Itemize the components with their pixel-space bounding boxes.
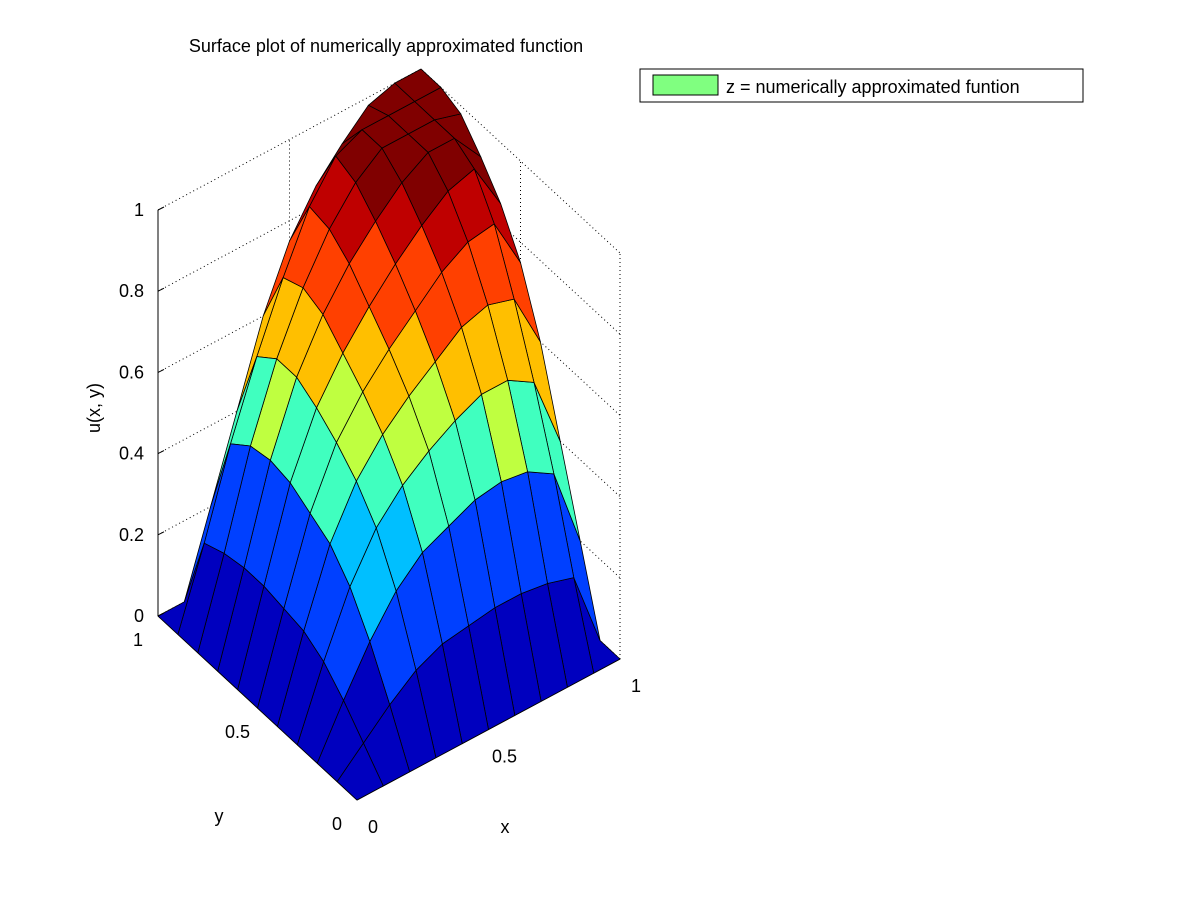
y-tick-label: 0 bbox=[332, 814, 342, 834]
z-tick-mark bbox=[157, 368, 165, 373]
z-tick-label: 0.6 bbox=[119, 362, 144, 382]
legend-entry: z = numerically approximated funtion bbox=[726, 77, 1020, 97]
z-tick-label: 0.2 bbox=[119, 525, 144, 545]
legend-swatch bbox=[652, 74, 719, 96]
x-axis-label: x bbox=[501, 817, 510, 837]
x-tick-label: 0 bbox=[368, 817, 378, 837]
z-tick-mark bbox=[157, 612, 165, 617]
z-tick-mark bbox=[157, 206, 165, 211]
y-tick-label: 1 bbox=[133, 630, 143, 650]
z-tick-mark bbox=[157, 287, 165, 292]
chart-title: Surface plot of numerically approximated… bbox=[189, 36, 583, 56]
tick-labels: 0 0.2 0.4 0.6 0.8 1 0 0.5 1 0 0.5 1 bbox=[119, 200, 641, 837]
legend: z = numerically approximated funtion bbox=[639, 68, 1084, 103]
z-tick-mark bbox=[157, 450, 165, 455]
z-axis-label: u(x, y) bbox=[84, 383, 104, 433]
y-axis-label: y bbox=[215, 806, 224, 826]
x-tick-label: 1 bbox=[631, 676, 641, 696]
z-tick-mark bbox=[157, 531, 165, 536]
surface-patch bbox=[157, 543, 205, 636]
z-tick-label: 0.8 bbox=[119, 281, 144, 301]
z-tick-label: 0.4 bbox=[119, 444, 144, 464]
x-tick-label: 0.5 bbox=[492, 747, 517, 767]
surface-plot bbox=[157, 68, 621, 801]
y-tick-label: 0.5 bbox=[225, 722, 250, 742]
z-tick-label: 1 bbox=[134, 200, 144, 220]
z-tick-label: 0 bbox=[134, 606, 144, 626]
